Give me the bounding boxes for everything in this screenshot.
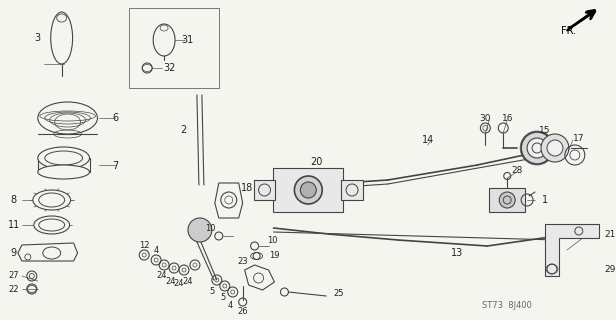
- Text: 15: 15: [539, 125, 551, 134]
- Bar: [341, 180, 363, 200]
- Text: 25: 25: [333, 289, 343, 298]
- Text: 5: 5: [209, 286, 214, 295]
- Text: 11: 11: [8, 220, 20, 230]
- Text: 7: 7: [112, 161, 118, 171]
- Polygon shape: [215, 183, 243, 218]
- Ellipse shape: [301, 182, 316, 198]
- Ellipse shape: [294, 176, 322, 204]
- Text: ST73  8J400: ST73 8J400: [482, 300, 532, 309]
- Text: 26: 26: [237, 307, 248, 316]
- Ellipse shape: [153, 24, 175, 56]
- Text: 5: 5: [220, 293, 225, 302]
- Ellipse shape: [34, 216, 70, 234]
- Text: 31: 31: [181, 35, 193, 45]
- Circle shape: [499, 192, 515, 208]
- Text: 22: 22: [9, 284, 19, 293]
- Text: 24: 24: [174, 279, 184, 289]
- Circle shape: [547, 140, 563, 156]
- Bar: [129, 8, 219, 88]
- Ellipse shape: [38, 165, 89, 179]
- Polygon shape: [545, 224, 599, 276]
- Circle shape: [521, 132, 553, 164]
- Text: 27: 27: [9, 271, 19, 281]
- Text: 2: 2: [180, 125, 186, 135]
- Ellipse shape: [33, 190, 71, 210]
- Text: 8: 8: [11, 195, 17, 205]
- Bar: [274, 168, 343, 212]
- Text: 10: 10: [206, 223, 216, 233]
- Text: 24: 24: [166, 276, 176, 285]
- Text: 1: 1: [542, 195, 548, 205]
- Text: 20: 20: [310, 157, 322, 167]
- Ellipse shape: [38, 102, 97, 134]
- Polygon shape: [245, 265, 275, 290]
- Bar: [489, 188, 525, 212]
- Text: 29: 29: [604, 266, 615, 275]
- Text: 17: 17: [573, 133, 585, 142]
- Text: 19: 19: [269, 252, 280, 260]
- Text: 10: 10: [267, 236, 278, 244]
- Polygon shape: [18, 243, 78, 261]
- Text: 12: 12: [139, 241, 150, 250]
- Text: 16: 16: [501, 114, 513, 123]
- Circle shape: [527, 138, 547, 158]
- Text: 13: 13: [452, 248, 464, 258]
- Text: 6: 6: [112, 113, 118, 123]
- Text: 9: 9: [11, 248, 17, 258]
- Text: 18: 18: [240, 183, 253, 193]
- Text: 21: 21: [604, 229, 615, 238]
- Circle shape: [188, 218, 212, 242]
- Text: FR.: FR.: [561, 26, 576, 36]
- Text: 23: 23: [237, 258, 248, 267]
- Text: 14: 14: [421, 135, 434, 145]
- Text: 3: 3: [34, 33, 41, 43]
- Ellipse shape: [51, 12, 73, 64]
- Text: 24: 24: [183, 277, 193, 286]
- Bar: [254, 180, 275, 200]
- Text: 30: 30: [480, 114, 491, 123]
- Text: 24: 24: [157, 270, 168, 279]
- Circle shape: [541, 134, 569, 162]
- Text: 32: 32: [163, 63, 176, 73]
- Text: 28: 28: [511, 165, 523, 174]
- Ellipse shape: [38, 147, 89, 169]
- Text: 4: 4: [153, 245, 159, 254]
- Text: 4: 4: [228, 300, 233, 309]
